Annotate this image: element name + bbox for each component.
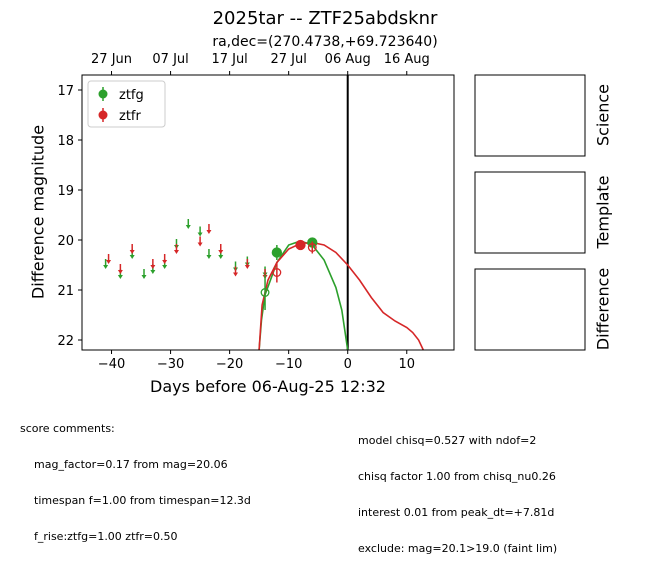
legend-marker-dot	[98, 110, 108, 120]
image-panel-frame	[474, 74, 586, 157]
science-image-panel: Science	[474, 74, 613, 157]
ztfr-upper-limit-marker	[117, 264, 123, 274]
y-axis-label: Difference magnitude	[28, 124, 48, 300]
ztfr-model-curve	[258, 241, 425, 350]
image-panel-label: Template	[594, 175, 613, 249]
ztfg-upper-limit-marker	[103, 259, 109, 269]
image-panel-frame	[474, 171, 586, 254]
top-date-tick-label: 27 Jul	[270, 52, 306, 67]
ztfr-upper-limit-marker	[197, 236, 203, 247]
ztfg-upper-limit-marker	[206, 249, 212, 259]
y-tick-label: 19	[57, 184, 74, 199]
legend-entry-ztfg: ztfg	[98, 87, 144, 103]
ztfr-open-detection-point	[272, 262, 282, 283]
ztfr-upper-limit-marker	[206, 224, 212, 234]
top-date-tick-label: 27 Jun	[91, 52, 132, 67]
ztfr-detection-point	[295, 239, 306, 251]
ztfg-open-detection-point	[260, 275, 270, 310]
template-image-panel: Template	[474, 171, 613, 254]
top-date-tick-label: 06 Aug	[325, 52, 371, 67]
ztfr-upper-limit-marker	[129, 244, 135, 254]
x-axis-label: Days before 06-Aug-25 12:32	[150, 377, 386, 396]
y-tick-label: 18	[57, 134, 74, 149]
x-tick-label: −40	[98, 357, 125, 372]
legend-label: ztfg	[119, 88, 144, 103]
score-comment-line: f_rise:ztfg=1.00 ztfr=0.50	[34, 530, 178, 543]
score-comments-heading: score comments:	[20, 422, 115, 435]
top-date-tick-label: 17 Jul	[211, 52, 247, 67]
x-tick-label: 0	[344, 357, 352, 372]
x-tick-label: −20	[216, 357, 243, 372]
score-comment-line: timespan f=1.00 from timespan=12.3d	[34, 494, 251, 507]
ztfr-open-detection-point	[307, 241, 317, 254]
ztfr-upper-limit-marker	[162, 254, 168, 264]
legend-entry-ztfr: ztfr	[98, 108, 141, 124]
model-comments-block: model chisq=0.527 with ndof=2 chisq fact…	[358, 411, 557, 567]
ztfr-upper-limit-marker	[244, 259, 250, 269]
top-date-tick-label: 16 Aug	[384, 52, 430, 67]
model-comment-line: interest 0.01 from peak_dt=+7.81d	[358, 506, 555, 519]
ztfr-upper-limit-marker	[173, 244, 179, 254]
top-date-tick-label: 07 Jul	[152, 52, 188, 67]
ztfr-upper-limit-marker	[106, 254, 112, 264]
x-tick-label: −10	[275, 357, 302, 372]
chart-title: 2025tar -- ZTF25abdsknr	[212, 8, 438, 29]
image-panel-label: Difference	[594, 268, 613, 350]
ztfr-upper-limit-marker	[233, 266, 239, 277]
lightcurve-figure: −40 −30 −20 −10 0 10 17 18 19 20 21 22 27 Jun 07 Jul 1…	[57, 52, 613, 372]
ztfg-upper-limit-marker	[197, 226, 203, 237]
x-tick-label: 10	[398, 357, 415, 372]
ztfg-upper-limit-marker	[185, 219, 191, 229]
x-tick-label: −30	[157, 357, 184, 372]
ztfr-upper-limit-marker	[150, 259, 156, 269]
y-tick-label: 22	[57, 334, 74, 349]
ztfg-model-curve	[258, 240, 349, 350]
score-comments-block: score comments: mag_factor=0.17 from mag…	[20, 399, 251, 555]
model-comment-line: model chisq=0.527 with ndof=2	[358, 434, 537, 447]
y-tick-label: 17	[57, 84, 74, 99]
legend-label: ztfr	[119, 109, 141, 124]
model-comment-line: exclude: mag=20.1>19.0 (faint lim)	[358, 542, 558, 555]
ztfr-upper-limit-marker	[218, 244, 224, 254]
ztfg-upper-limit-marker	[141, 269, 147, 279]
legend-marker-dot	[98, 89, 108, 99]
model-comment-line: chisq factor 1.00 from chisq_nu0.26	[358, 470, 556, 483]
image-panel-frame	[474, 268, 586, 351]
chart-subtitle: ra,dec=(270.4738,+69.723640)	[212, 34, 438, 50]
difference-image-panel: Difference	[474, 268, 613, 351]
ztfg-detection-point	[271, 245, 283, 260]
image-panel-label: Science	[594, 84, 613, 146]
plot-frame	[81, 74, 455, 351]
y-tick-label: 20	[57, 234, 74, 249]
score-comment-line: mag_factor=0.17 from mag=20.06	[34, 458, 228, 471]
y-tick-label: 21	[57, 284, 74, 299]
